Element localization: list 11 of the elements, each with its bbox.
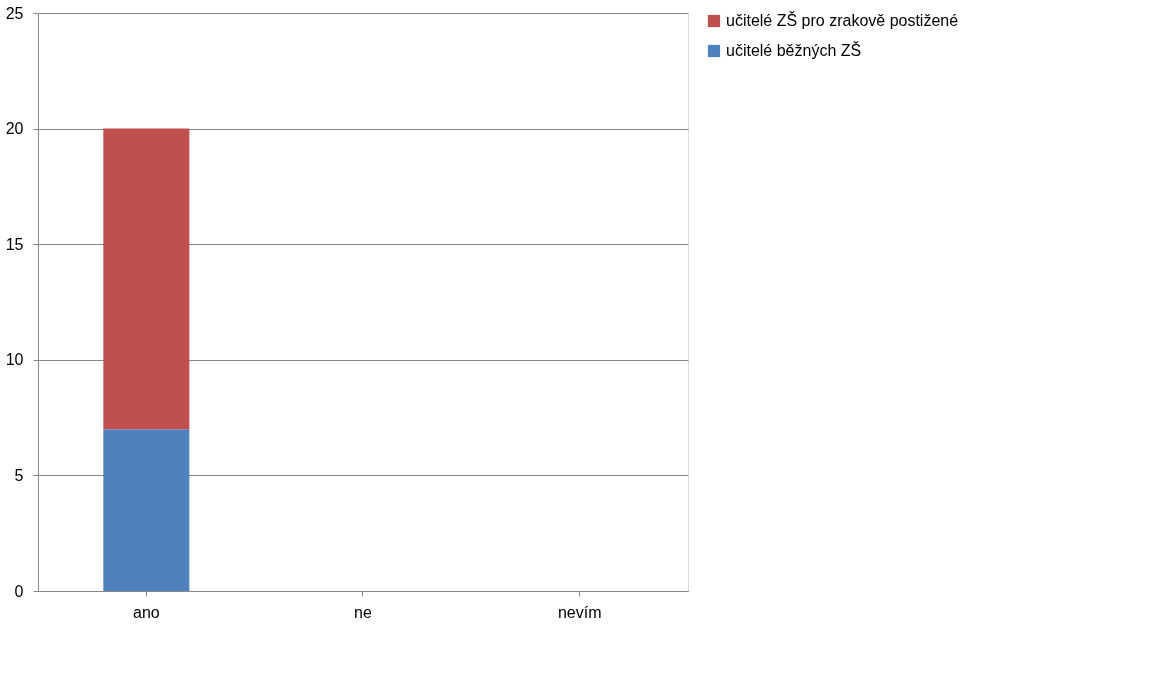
y-tick-label: 0 [14,582,24,600]
y-tick-label: 25 [5,4,24,22]
y-tick-label: 10 [5,351,24,369]
y-tick-label: 20 [5,120,24,138]
y-tick-label: 15 [5,235,24,253]
y-tick-label: 5 [14,466,24,484]
x-tick-label: ne [354,603,372,621]
x-tick-label: nevím [557,603,602,621]
legend-label: učitelé ZŠ pro zrakově postižené [726,11,959,29]
legend-label: učitelé běžných ZŠ [726,41,862,59]
x-tick-label: ano [132,603,160,621]
